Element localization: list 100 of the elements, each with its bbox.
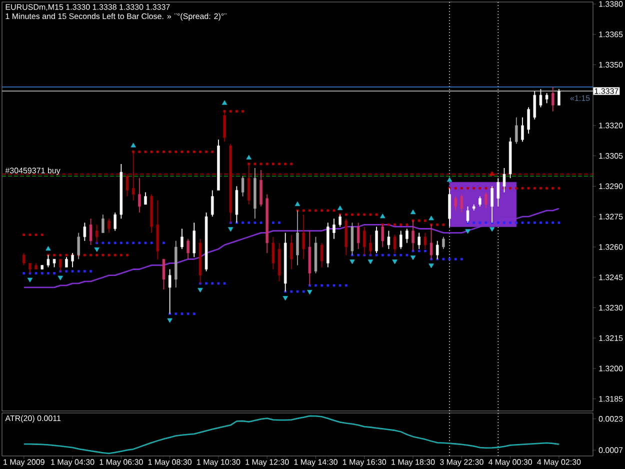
candlestick — [138, 178, 141, 214]
candlestick — [406, 228, 408, 244]
x-tick-label: 1 May 2009 — [4, 459, 44, 466]
candlestick — [114, 212, 116, 232]
candlestick — [552, 86, 554, 112]
candlestick — [211, 190, 214, 218]
candlestick — [363, 226, 366, 256]
y-tick-label: 1.3380 — [599, 1, 623, 7]
candlestick — [338, 214, 342, 228]
y-tick-label: 1.3230 — [599, 304, 623, 311]
chart-title: EURUSDm,M15 1.3330 1.3338 1.3330 1.3337 — [6, 4, 170, 11]
candlestick — [387, 230, 390, 250]
point — [46, 246, 51, 251]
candlestick — [272, 236, 275, 270]
candlestick — [558, 88, 560, 106]
point — [465, 229, 470, 234]
point — [294, 201, 300, 206]
x-tick-label: 1 May 10:30 — [197, 459, 240, 466]
x-tick-label: 1 May 06:30 — [100, 459, 143, 466]
point — [58, 276, 64, 280]
candlestick — [126, 174, 129, 197]
y-tick-label: 1.3305 — [599, 153, 623, 159]
candlestick — [28, 262, 32, 274]
candlestick — [223, 110, 226, 142]
candlestick — [290, 234, 293, 270]
point — [380, 214, 386, 218]
y-tick-label: 1.3365 — [599, 32, 623, 38]
candlestick — [162, 258, 166, 290]
x-tick-label: 1 May 08:30 — [148, 459, 192, 466]
x-tick-label: 4 May 02:30 — [537, 459, 581, 466]
y-tick-label: 0.0007 — [598, 447, 623, 453]
point — [392, 260, 398, 264]
candlestick — [241, 176, 244, 197]
y-tick-label: 1.3185 — [599, 396, 623, 402]
point — [198, 288, 203, 292]
candlestick — [430, 224, 433, 260]
y-tick-label: 1.3245 — [599, 274, 623, 280]
candlestick — [484, 192, 488, 209]
candlestick — [46, 254, 50, 268]
candlestick — [466, 206, 470, 224]
ref-line-label: 1.3337 — [594, 88, 618, 94]
text: 1 Minutes and 15 Seconds Left to Bar Close. » ¨°(Spread: 2)°¨ — [6, 13, 226, 21]
candlestick — [192, 222, 196, 258]
y-tick-label: 1.3320 — [599, 122, 623, 128]
point — [307, 290, 312, 295]
candlestick — [460, 194, 464, 214]
candlestick — [478, 196, 482, 207]
candlestick — [83, 222, 86, 242]
candlestick — [436, 240, 439, 260]
y-tick-label: 1.3200 — [599, 366, 623, 372]
point — [222, 100, 228, 105]
point — [446, 177, 452, 182]
candlestick — [89, 218, 92, 246]
chart-title: ATR(20) 0.0011 — [5, 415, 61, 423]
y-tick-label: 1.3290 — [599, 183, 623, 190]
candlestick — [102, 214, 104, 234]
x-tick-label: 3 May 22:30 — [440, 459, 484, 466]
candlestick — [539, 88, 542, 108]
point — [246, 154, 252, 160]
point — [428, 264, 434, 268]
y-tick-label: 1.3215 — [599, 335, 623, 341]
candlestick — [144, 192, 147, 205]
candlestick — [180, 228, 184, 250]
y-tick-label: 0.0023 — [598, 416, 623, 422]
x-tick-label: 4 May 00:30 — [488, 459, 532, 466]
y-tick-label: 1.3260 — [599, 244, 623, 250]
x-tick-label: 1 May 16:30 — [342, 459, 386, 466]
candlestick — [22, 252, 26, 266]
point — [94, 247, 100, 252]
candlestick — [95, 224, 98, 244]
point — [130, 142, 136, 148]
point — [410, 210, 416, 214]
point — [282, 296, 288, 301]
candlestick — [412, 220, 414, 252]
point — [428, 216, 434, 220]
x-tick-label: 1 May 12:30 — [246, 459, 289, 466]
point — [337, 206, 343, 210]
candlestick — [442, 236, 445, 250]
candlestick — [533, 90, 536, 120]
candlestick — [454, 196, 457, 211]
point — [350, 260, 355, 264]
candlestick — [65, 256, 68, 268]
candlestick — [186, 238, 190, 260]
candlestick — [393, 234, 396, 254]
candlestick — [369, 234, 372, 256]
candlestick — [296, 210, 299, 266]
candlestick — [320, 242, 324, 268]
y-tick-label: 1.3350 — [599, 62, 623, 68]
point — [27, 278, 33, 282]
point — [167, 318, 172, 323]
candlestick — [515, 116, 518, 144]
candlestick — [302, 214, 305, 260]
candlestick — [527, 106, 530, 134]
candlestick — [356, 222, 360, 250]
x-tick-label: 1 May 18:30 — [392, 459, 435, 466]
point — [489, 171, 495, 176]
y-tick-label: 1.3275 — [599, 214, 623, 220]
candlestick — [545, 92, 548, 104]
candlestick — [332, 218, 336, 240]
point — [410, 256, 416, 260]
